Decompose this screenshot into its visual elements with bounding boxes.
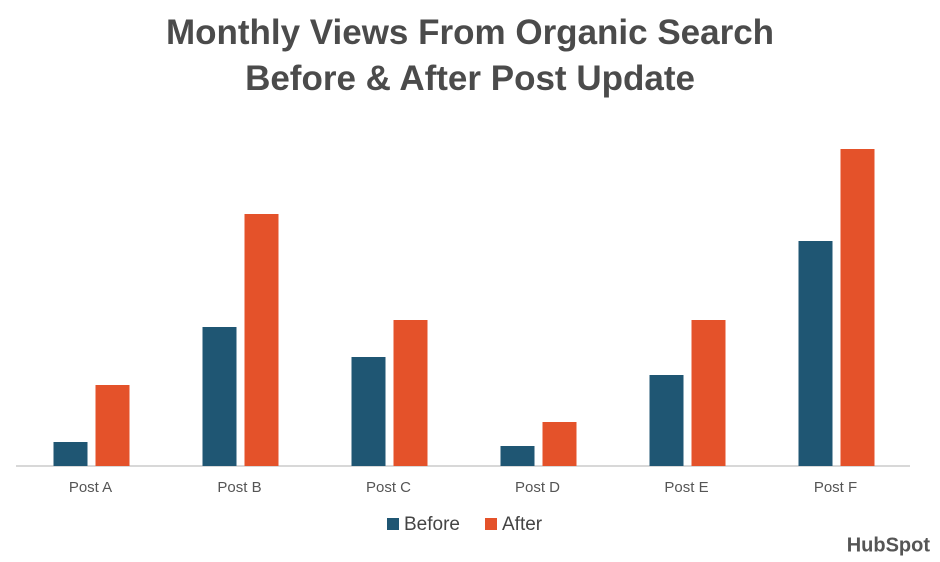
bar <box>542 422 577 466</box>
brand-logo: HubSpot <box>847 534 931 556</box>
bar <box>53 442 88 466</box>
legend-label: Before <box>404 514 460 535</box>
legend-swatch <box>485 518 497 530</box>
chart-title: Monthly Views From Organic Search Before… <box>165 13 775 98</box>
x-tick-label: Post E <box>664 479 708 496</box>
bar <box>649 375 684 466</box>
x-tick-label: Post B <box>217 479 261 496</box>
bar <box>691 320 726 466</box>
bar <box>95 385 130 466</box>
title-box: Monthly Views From Organic Search Before… <box>0 10 940 102</box>
bar <box>244 214 279 466</box>
bar <box>351 357 386 466</box>
bar <box>393 320 428 466</box>
bar <box>202 327 237 466</box>
x-tick-label: Post A <box>69 479 112 496</box>
legend-label: After <box>502 514 543 535</box>
legend-swatch <box>387 518 399 530</box>
bar <box>798 241 833 466</box>
bar <box>840 149 875 466</box>
x-tick-label: Post C <box>366 479 411 496</box>
x-tick-label: Post D <box>515 479 560 496</box>
x-tick-label: Post F <box>814 479 857 496</box>
bar <box>500 446 535 466</box>
